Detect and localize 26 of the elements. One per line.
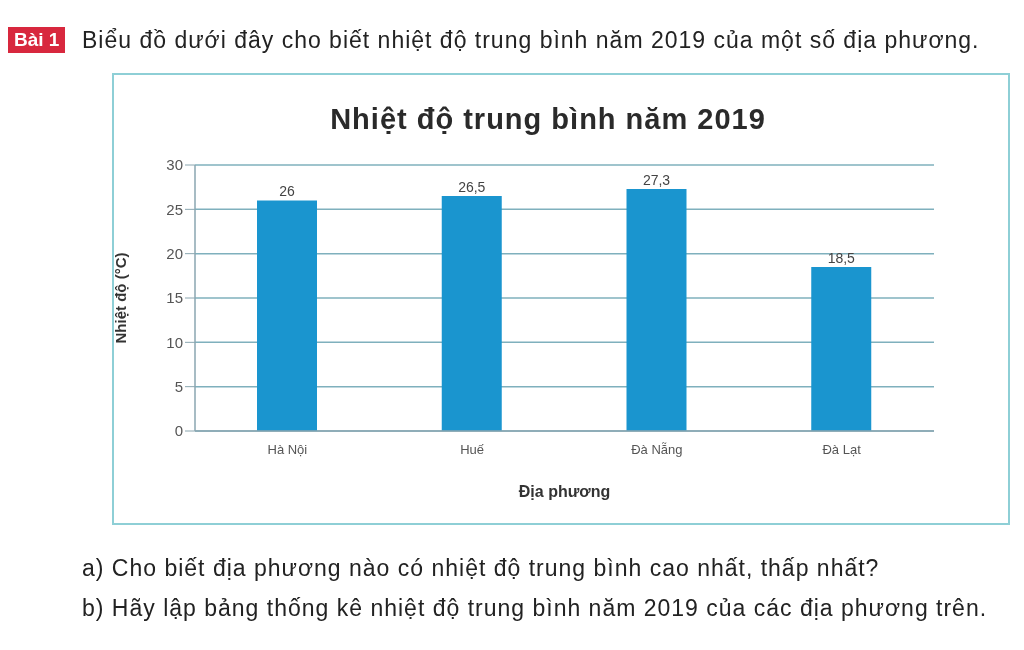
bar bbox=[626, 188, 687, 431]
y-axis-title: Nhiệt độ (°C) bbox=[112, 252, 130, 344]
bar bbox=[441, 196, 502, 431]
y-tick-label: 20 bbox=[166, 244, 183, 262]
x-tick-label: Huế bbox=[460, 442, 485, 458]
x-axis-title: Địa phương bbox=[518, 483, 611, 500]
text: Bài 1 bbox=[8, 27, 66, 53]
chart-title: Nhiệt độ trung bình năm 2019 bbox=[329, 103, 767, 136]
y-tick-label: 30 bbox=[166, 156, 183, 174]
text: b) Hãy lập bảng thống kê nhiệt độ trung bình năm 2019 của các địa phương trên. bbox=[82, 594, 989, 622]
text: a) Cho biết địa phương nào có nhiệt độ trung bình cao nhất, thấp nhất? bbox=[82, 554, 881, 582]
y-tick-label: 25 bbox=[166, 200, 183, 218]
x-tick-label: Hà Nội bbox=[267, 442, 308, 458]
data-label: 26 bbox=[279, 183, 295, 200]
data-label: 27,3 bbox=[642, 171, 671, 188]
bar bbox=[257, 200, 317, 431]
y-tick-label: 15 bbox=[166, 289, 183, 307]
text: Biểu đồ dưới đây cho biết nhiệt độ trung bình năm 2019 của một số địa phương. bbox=[82, 26, 981, 54]
x-tick-label: Đà Lạt bbox=[822, 442, 862, 458]
y-tick-label: 0 bbox=[174, 422, 183, 440]
y-tick-label: 5 bbox=[174, 377, 183, 395]
x-tick-label: Đà Nẵng bbox=[631, 442, 683, 458]
y-tick-label: 10 bbox=[166, 333, 183, 351]
bar bbox=[811, 266, 872, 431]
data-label: 18,5 bbox=[827, 249, 856, 266]
data-label: 26,5 bbox=[458, 179, 486, 196]
